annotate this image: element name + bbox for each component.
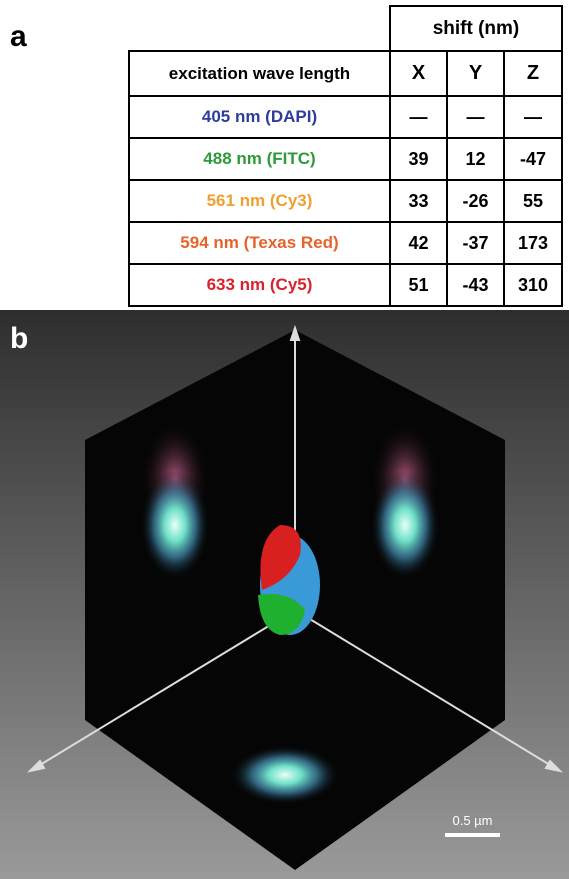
cell: 39 xyxy=(390,138,447,180)
column-header: X xyxy=(390,51,447,96)
blank xyxy=(129,6,390,51)
cell: — xyxy=(447,96,504,138)
column-header: Z xyxy=(504,51,562,96)
figure: a shift (nm)excitation wave lengthXYZ 405… xyxy=(0,0,569,879)
cell: 51 xyxy=(390,264,447,306)
column-header: excitation wave length xyxy=(129,51,390,96)
row-label: 561 nm (Cy3) xyxy=(129,180,390,222)
cell: — xyxy=(504,96,562,138)
scale-bar-label: 0.5 µm xyxy=(440,813,505,828)
cell: -43 xyxy=(447,264,504,306)
cell: 12 xyxy=(447,138,504,180)
cell: 33 xyxy=(390,180,447,222)
panel-label: b xyxy=(10,322,28,356)
cell: 42 xyxy=(390,222,447,264)
group-header: shift (nm) xyxy=(390,6,562,51)
row-label: 594 nm (Texas Red) xyxy=(129,222,390,264)
row-label: 633 nm (Cy5) xyxy=(129,264,390,306)
row-label: 405 nm (DAPI) xyxy=(129,96,390,138)
render-image xyxy=(0,310,569,879)
column-header: Y xyxy=(447,51,504,96)
cell: -37 xyxy=(447,222,504,264)
cell: 310 xyxy=(504,264,562,306)
cell: -47 xyxy=(504,138,562,180)
row-label: 488 nm (FITC) xyxy=(129,138,390,180)
panel-label: a xyxy=(10,20,27,54)
cell: — xyxy=(390,96,447,138)
cell: -26 xyxy=(447,180,504,222)
cell: 173 xyxy=(504,222,562,264)
cell: 55 xyxy=(504,180,562,222)
